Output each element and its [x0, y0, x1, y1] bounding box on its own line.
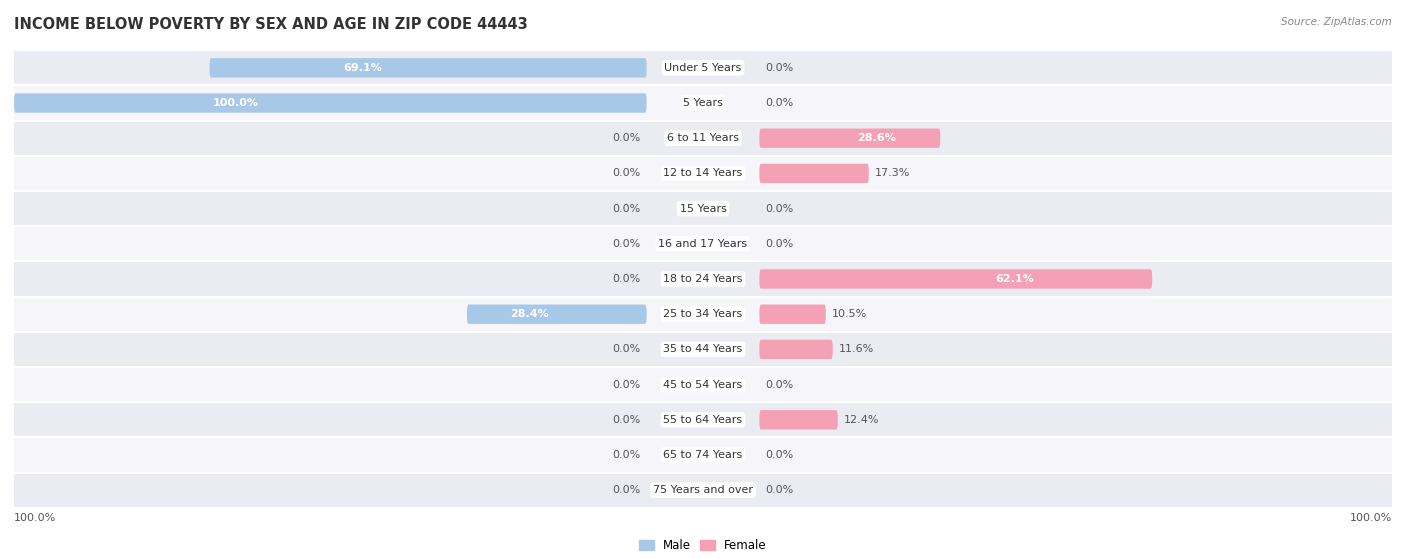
Text: 69.1%: 69.1%	[343, 63, 382, 73]
Text: 100.0%: 100.0%	[212, 98, 259, 108]
FancyBboxPatch shape	[209, 58, 647, 78]
Bar	[14, 50, 1392, 85]
Text: 12.4%: 12.4%	[844, 415, 880, 425]
FancyBboxPatch shape	[759, 305, 825, 324]
Text: 28.4%: 28.4%	[510, 309, 550, 319]
FancyBboxPatch shape	[759, 128, 941, 148]
Text: 100.0%: 100.0%	[1350, 513, 1392, 523]
FancyBboxPatch shape	[759, 340, 832, 359]
Text: 0.0%: 0.0%	[766, 379, 794, 389]
Bar	[14, 121, 1392, 156]
Text: 0.0%: 0.0%	[766, 450, 794, 460]
Text: 0.0%: 0.0%	[612, 274, 640, 284]
Text: 11.6%: 11.6%	[839, 344, 875, 354]
Bar	[14, 261, 1392, 297]
FancyBboxPatch shape	[467, 305, 647, 324]
Bar	[14, 437, 1392, 473]
Text: 5 Years: 5 Years	[683, 98, 723, 108]
Bar	[14, 297, 1392, 332]
Text: 0.0%: 0.0%	[612, 344, 640, 354]
Text: 0.0%: 0.0%	[612, 415, 640, 425]
Bar	[14, 226, 1392, 261]
Text: 0.0%: 0.0%	[766, 485, 794, 495]
Bar	[14, 191, 1392, 226]
Text: 45 to 54 Years: 45 to 54 Years	[664, 379, 742, 389]
Text: 28.6%: 28.6%	[858, 133, 897, 143]
Bar	[14, 156, 1392, 191]
Text: 6 to 11 Years: 6 to 11 Years	[666, 133, 740, 143]
Text: 25 to 34 Years: 25 to 34 Years	[664, 309, 742, 319]
Text: 17.3%: 17.3%	[875, 169, 911, 179]
Text: 35 to 44 Years: 35 to 44 Years	[664, 344, 742, 354]
Text: 15 Years: 15 Years	[679, 204, 727, 214]
Text: 65 to 74 Years: 65 to 74 Years	[664, 450, 742, 460]
Text: 0.0%: 0.0%	[612, 450, 640, 460]
Bar	[14, 473, 1392, 508]
Text: 0.0%: 0.0%	[612, 204, 640, 214]
FancyBboxPatch shape	[759, 410, 838, 430]
Text: 12 to 14 Years: 12 to 14 Years	[664, 169, 742, 179]
Text: 55 to 64 Years: 55 to 64 Years	[664, 415, 742, 425]
Bar	[14, 402, 1392, 437]
Text: 62.1%: 62.1%	[995, 274, 1033, 284]
Bar	[14, 85, 1392, 121]
FancyBboxPatch shape	[759, 163, 869, 183]
Text: 0.0%: 0.0%	[766, 98, 794, 108]
Text: 0.0%: 0.0%	[612, 239, 640, 249]
FancyBboxPatch shape	[14, 93, 647, 113]
Text: 0.0%: 0.0%	[612, 169, 640, 179]
Text: 18 to 24 Years: 18 to 24 Years	[664, 274, 742, 284]
Text: 0.0%: 0.0%	[766, 239, 794, 249]
Text: Source: ZipAtlas.com: Source: ZipAtlas.com	[1281, 17, 1392, 27]
Text: 0.0%: 0.0%	[612, 485, 640, 495]
Text: 0.0%: 0.0%	[766, 204, 794, 214]
Text: 10.5%: 10.5%	[832, 309, 868, 319]
Text: 75 Years and over: 75 Years and over	[652, 485, 754, 495]
Bar	[14, 332, 1392, 367]
Text: 100.0%: 100.0%	[14, 513, 56, 523]
FancyBboxPatch shape	[759, 270, 1152, 288]
Text: 0.0%: 0.0%	[766, 63, 794, 73]
Text: 0.0%: 0.0%	[612, 133, 640, 143]
Text: INCOME BELOW POVERTY BY SEX AND AGE IN ZIP CODE 44443: INCOME BELOW POVERTY BY SEX AND AGE IN Z…	[14, 17, 527, 32]
Text: 16 and 17 Years: 16 and 17 Years	[658, 239, 748, 249]
Text: 0.0%: 0.0%	[612, 379, 640, 389]
Text: Under 5 Years: Under 5 Years	[665, 63, 741, 73]
Bar	[14, 367, 1392, 402]
Legend: Male, Female: Male, Female	[634, 535, 772, 557]
